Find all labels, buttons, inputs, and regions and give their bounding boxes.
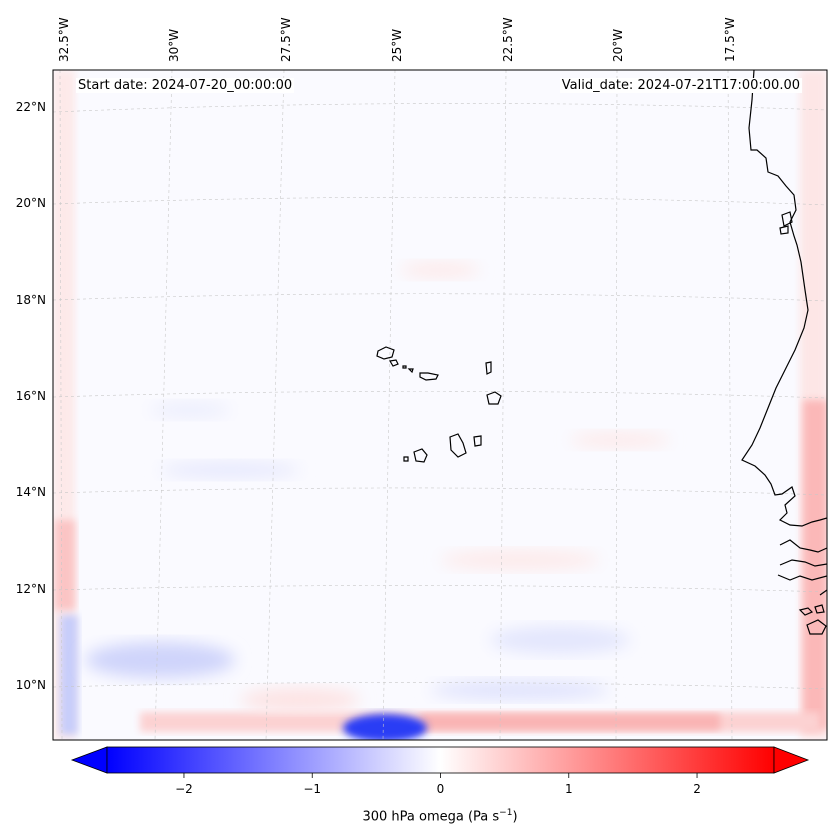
lon-label: 32.5°W: [57, 17, 71, 62]
colorbar-body: [106, 746, 775, 774]
lon-label: 17.5°W: [723, 17, 737, 62]
colorbar-high-extend: [773, 746, 810, 774]
lat-label: 22°N: [16, 100, 46, 114]
cape-verde-islands: [376, 346, 502, 463]
valid-date-label: Valid_date: 2024-07-21T17:00:00.00: [559, 78, 802, 93]
colorbar-low-extend: [70, 746, 108, 774]
lat-label: 18°N: [16, 293, 46, 307]
lat-label: 16°N: [16, 389, 46, 403]
african-coastline: [741, 70, 827, 635]
lat-label: 10°N: [16, 678, 46, 692]
lat-label: 14°N: [16, 485, 46, 499]
lon-label: 20°W: [611, 29, 625, 62]
colorbar-tick-label: −1: [303, 782, 321, 796]
colorbar-tick-label: 0: [437, 782, 445, 796]
longitude-labels: 32.5°W 30°W 27.5°W 25°W 22.5°W 20°W 17.5…: [57, 17, 737, 62]
colorbar-title-suffix: ): [512, 809, 518, 825]
lon-label: 22.5°W: [501, 17, 515, 62]
lat-label: 20°N: [16, 196, 46, 210]
colorbar-tick-label: 2: [693, 782, 701, 796]
graticule: [53, 70, 827, 740]
map-border: [52, 69, 828, 741]
lon-label: 25°W: [390, 29, 404, 62]
colorbar-title: 300 hPa omega (Pa s−1): [0, 808, 837, 824]
colorbar-tick-label: −2: [175, 782, 193, 796]
lon-label: 30°W: [167, 29, 181, 62]
lat-label: 12°N: [16, 582, 46, 596]
colorbar-title-text: 300 hPa omega (Pa s: [362, 809, 500, 825]
lon-label: 27.5°W: [279, 17, 293, 62]
colorbar: −2 −1 0 1 2: [70, 746, 810, 796]
latitude-labels: 22°N 20°N 18°N 16°N 14°N 12°N 10°N: [16, 100, 46, 692]
colorbar-tick-label: 1: [565, 782, 573, 796]
map-panel: [53, 70, 827, 740]
colorbar-title-exponent: −1: [499, 808, 513, 818]
start-date-label: Start date: 2024-07-20_00:00:00: [76, 78, 295, 93]
